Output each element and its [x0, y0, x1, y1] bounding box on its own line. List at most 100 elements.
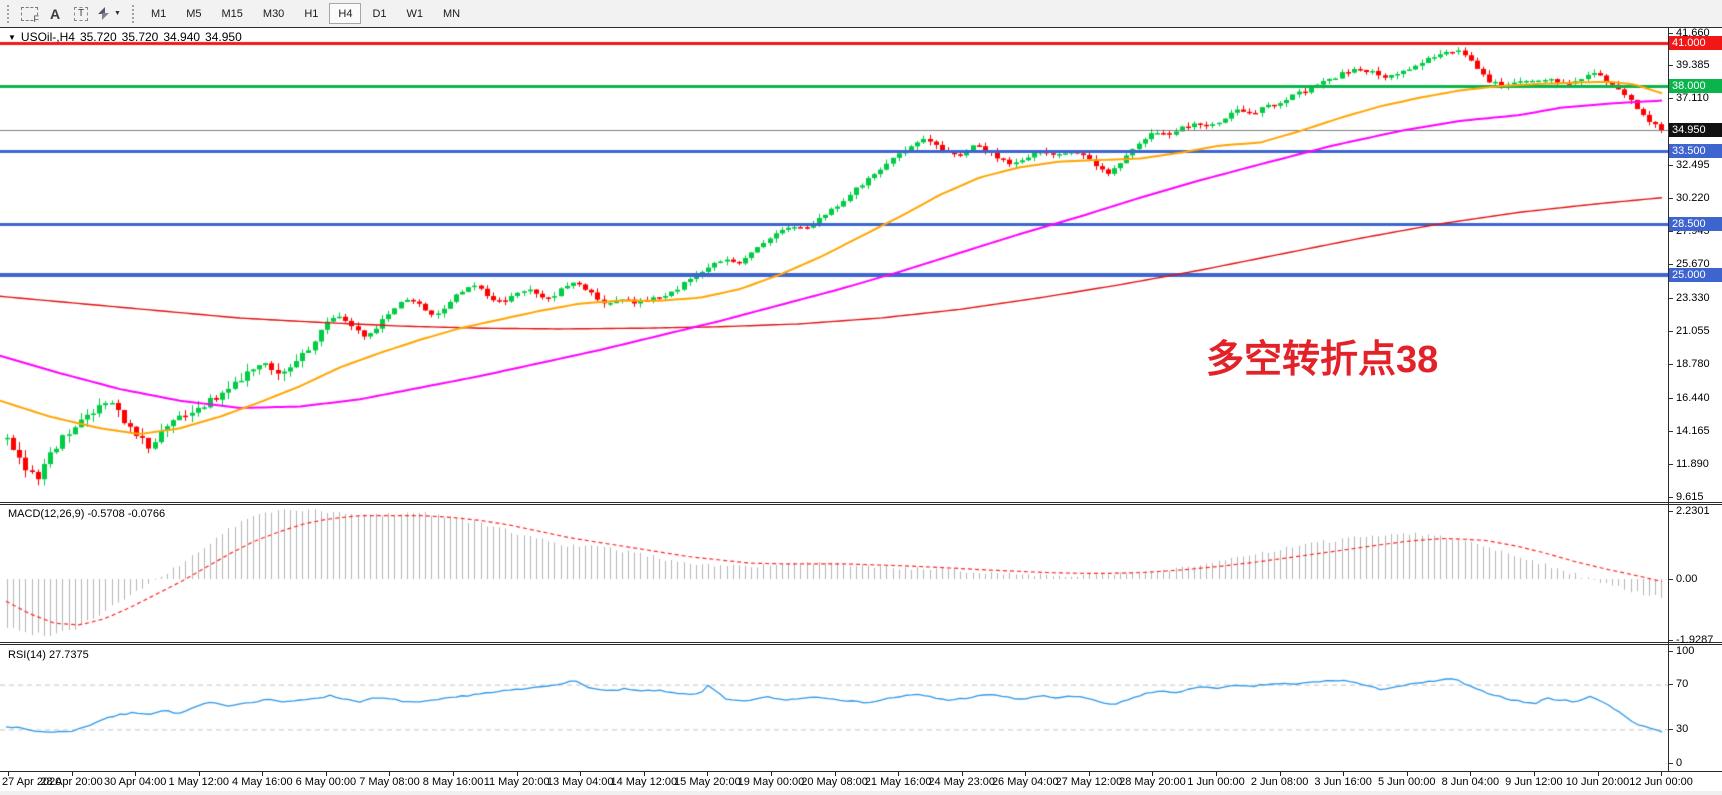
- time-tick-mark: [389, 772, 391, 776]
- time-tick-label: 14 May 12:00: [610, 776, 678, 788]
- price-tick-mark: [1669, 464, 1673, 466]
- macd-chart-canvas[interactable]: [0, 505, 1668, 642]
- time-tick-mark: [1597, 772, 1599, 776]
- timeframe-toolbar: M1 M5 M15 M30 H1 H4 D1 W1 MN: [141, 0, 470, 27]
- timeframe-button-h1[interactable]: H1: [295, 3, 327, 24]
- price-tick-mark: [1669, 431, 1673, 433]
- ohlc-close: 34.950: [205, 30, 242, 44]
- timeframe-button-w1[interactable]: W1: [398, 3, 433, 24]
- time-tick-label: 27 Apr 2020: [2, 776, 62, 788]
- rsi-indicator-label: RSI(14) 27.7375: [8, 649, 89, 661]
- macd-axis-label: 2.2301: [1669, 505, 1721, 518]
- price-tick-label: 11.890: [1669, 458, 1721, 471]
- rsi-axis-label: 30: [1669, 723, 1721, 736]
- chart-annotation-text: 多空转折点38: [1206, 339, 1439, 381]
- time-tick-mark: [1533, 772, 1535, 776]
- price-tick-mark: [1669, 65, 1673, 67]
- time-tick-mark: [135, 772, 137, 776]
- price-level-tag: 34.950: [1669, 123, 1722, 138]
- dropdown-caret-icon: ▼: [114, 10, 121, 17]
- time-tick-label: 13 May 04:00: [546, 776, 614, 788]
- price-tick-label: 41.660: [1669, 27, 1721, 40]
- rsi-panel-top-line[interactable]: [0, 644, 1722, 645]
- timeframe-grip[interactable]: [130, 3, 135, 24]
- time-tick-mark: [1025, 772, 1027, 776]
- rsi-chart-canvas[interactable]: [0, 645, 1668, 771]
- time-tick-label: 8 May 16:00: [422, 776, 484, 788]
- macd-axis-label: -1.9287: [1669, 634, 1721, 647]
- arrow-objects-icon[interactable]: ▼: [94, 2, 125, 25]
- text-box-icon[interactable]: T: [68, 2, 94, 25]
- time-tick-label: 30 Apr 04:00: [103, 776, 167, 788]
- dotted-frame-f-icon[interactable]: F: [16, 2, 42, 25]
- price-tick-label: 9.615: [1669, 491, 1721, 504]
- time-tick-label: 19 May 00:00: [737, 776, 805, 788]
- time-tick-label: 5 Jun 00:00: [1378, 776, 1436, 788]
- time-tick-label: 15 May 20:00: [674, 776, 741, 788]
- time-tick-label: 6 May 00:00: [295, 776, 357, 788]
- timeframe-button-mn[interactable]: MN: [434, 3, 469, 24]
- rsi-axis-label: 100: [1669, 645, 1721, 658]
- time-tick-mark: [1661, 772, 1663, 776]
- price-tick-mark: [1669, 198, 1673, 200]
- price-tick-mark: [1669, 231, 1673, 233]
- timeframe-button-m15[interactable]: M15: [213, 3, 252, 24]
- dotted-frame: [20, 6, 38, 21]
- price-level-tag: 41.000: [1669, 35, 1722, 50]
- time-tick-label: 10 Jun 20:00: [1565, 776, 1630, 788]
- price-tick-label: 18.780: [1669, 358, 1721, 371]
- main-panel-bottom-line[interactable]: [0, 502, 1722, 503]
- time-tick-label: 24 May 23:00: [928, 776, 996, 788]
- time-tick-mark: [262, 772, 264, 776]
- price-tick-mark: [1669, 32, 1673, 34]
- time-tick-mark: [453, 772, 455, 776]
- time-tick-mark: [580, 772, 582, 776]
- time-tick-mark: [1216, 772, 1218, 776]
- timeframe-button-m1[interactable]: M1: [142, 3, 175, 24]
- timeframe-button-d1[interactable]: D1: [363, 3, 395, 24]
- time-tick-mark: [834, 772, 836, 776]
- frame-f-letter: F: [33, 14, 39, 24]
- font-a-icon[interactable]: A: [42, 2, 68, 25]
- price-tick-label: 32.495: [1669, 159, 1721, 172]
- price-tick-label: 30.220: [1669, 192, 1721, 205]
- price-tick-mark: [1669, 364, 1673, 366]
- symbol-dropdown-icon[interactable]: ▼: [8, 32, 16, 42]
- time-tick-label: 28 May 20:00: [1119, 776, 1186, 788]
- time-tick-label: 1 May 12:00: [168, 776, 230, 788]
- price-tick-mark: [1669, 497, 1673, 499]
- rsi-axis-label: 0: [1669, 757, 1721, 770]
- text-box-letter: T: [73, 6, 89, 21]
- window-bottom-edge: [0, 791, 1722, 795]
- time-tick-label: 1 Jun 00:00: [1187, 776, 1245, 788]
- time-tick-label: 28 Apr 20:00: [40, 776, 103, 788]
- time-tick-mark: [1470, 772, 1472, 776]
- price-tick-label: 37.110: [1669, 92, 1721, 105]
- price-tick-label: 16.440: [1669, 392, 1721, 405]
- timeframe-button-m30[interactable]: M30: [254, 3, 293, 24]
- timeframe-button-h4[interactable]: H4: [329, 3, 362, 24]
- price-tick-mark: [1669, 398, 1673, 400]
- price-tick-mark: [1669, 331, 1673, 333]
- time-tick-mark: [707, 772, 709, 776]
- arrow-ne-icon: [98, 7, 105, 14]
- time-tick-label: 7 May 08:00: [359, 776, 420, 788]
- time-tick-label: 4 May 16:00: [232, 776, 293, 788]
- time-tick-mark: [1088, 772, 1090, 776]
- time-tick-label: 21 May 16:00: [864, 776, 932, 788]
- price-tick-label: 14.165: [1669, 425, 1721, 438]
- price-level-tag: 38.000: [1669, 79, 1722, 94]
- main-chart-canvas[interactable]: [0, 28, 1668, 502]
- macd-panel-top-line[interactable]: [0, 504, 1722, 505]
- time-tick-mark: [198, 772, 200, 776]
- toolbar-grip[interactable]: [6, 3, 10, 24]
- price-tick-label: 39.385: [1669, 59, 1721, 72]
- ohlc-low: 34.940: [163, 30, 201, 44]
- ohlc-open: 35.720: [79, 30, 117, 44]
- macd-panel-bottom-line[interactable]: [0, 642, 1722, 643]
- timeframe-button-m5[interactable]: M5: [177, 3, 210, 24]
- price-level-tag: 28.500: [1669, 216, 1722, 231]
- price-tick-mark: [1669, 298, 1673, 300]
- price-tick-label: 21.055: [1669, 325, 1721, 338]
